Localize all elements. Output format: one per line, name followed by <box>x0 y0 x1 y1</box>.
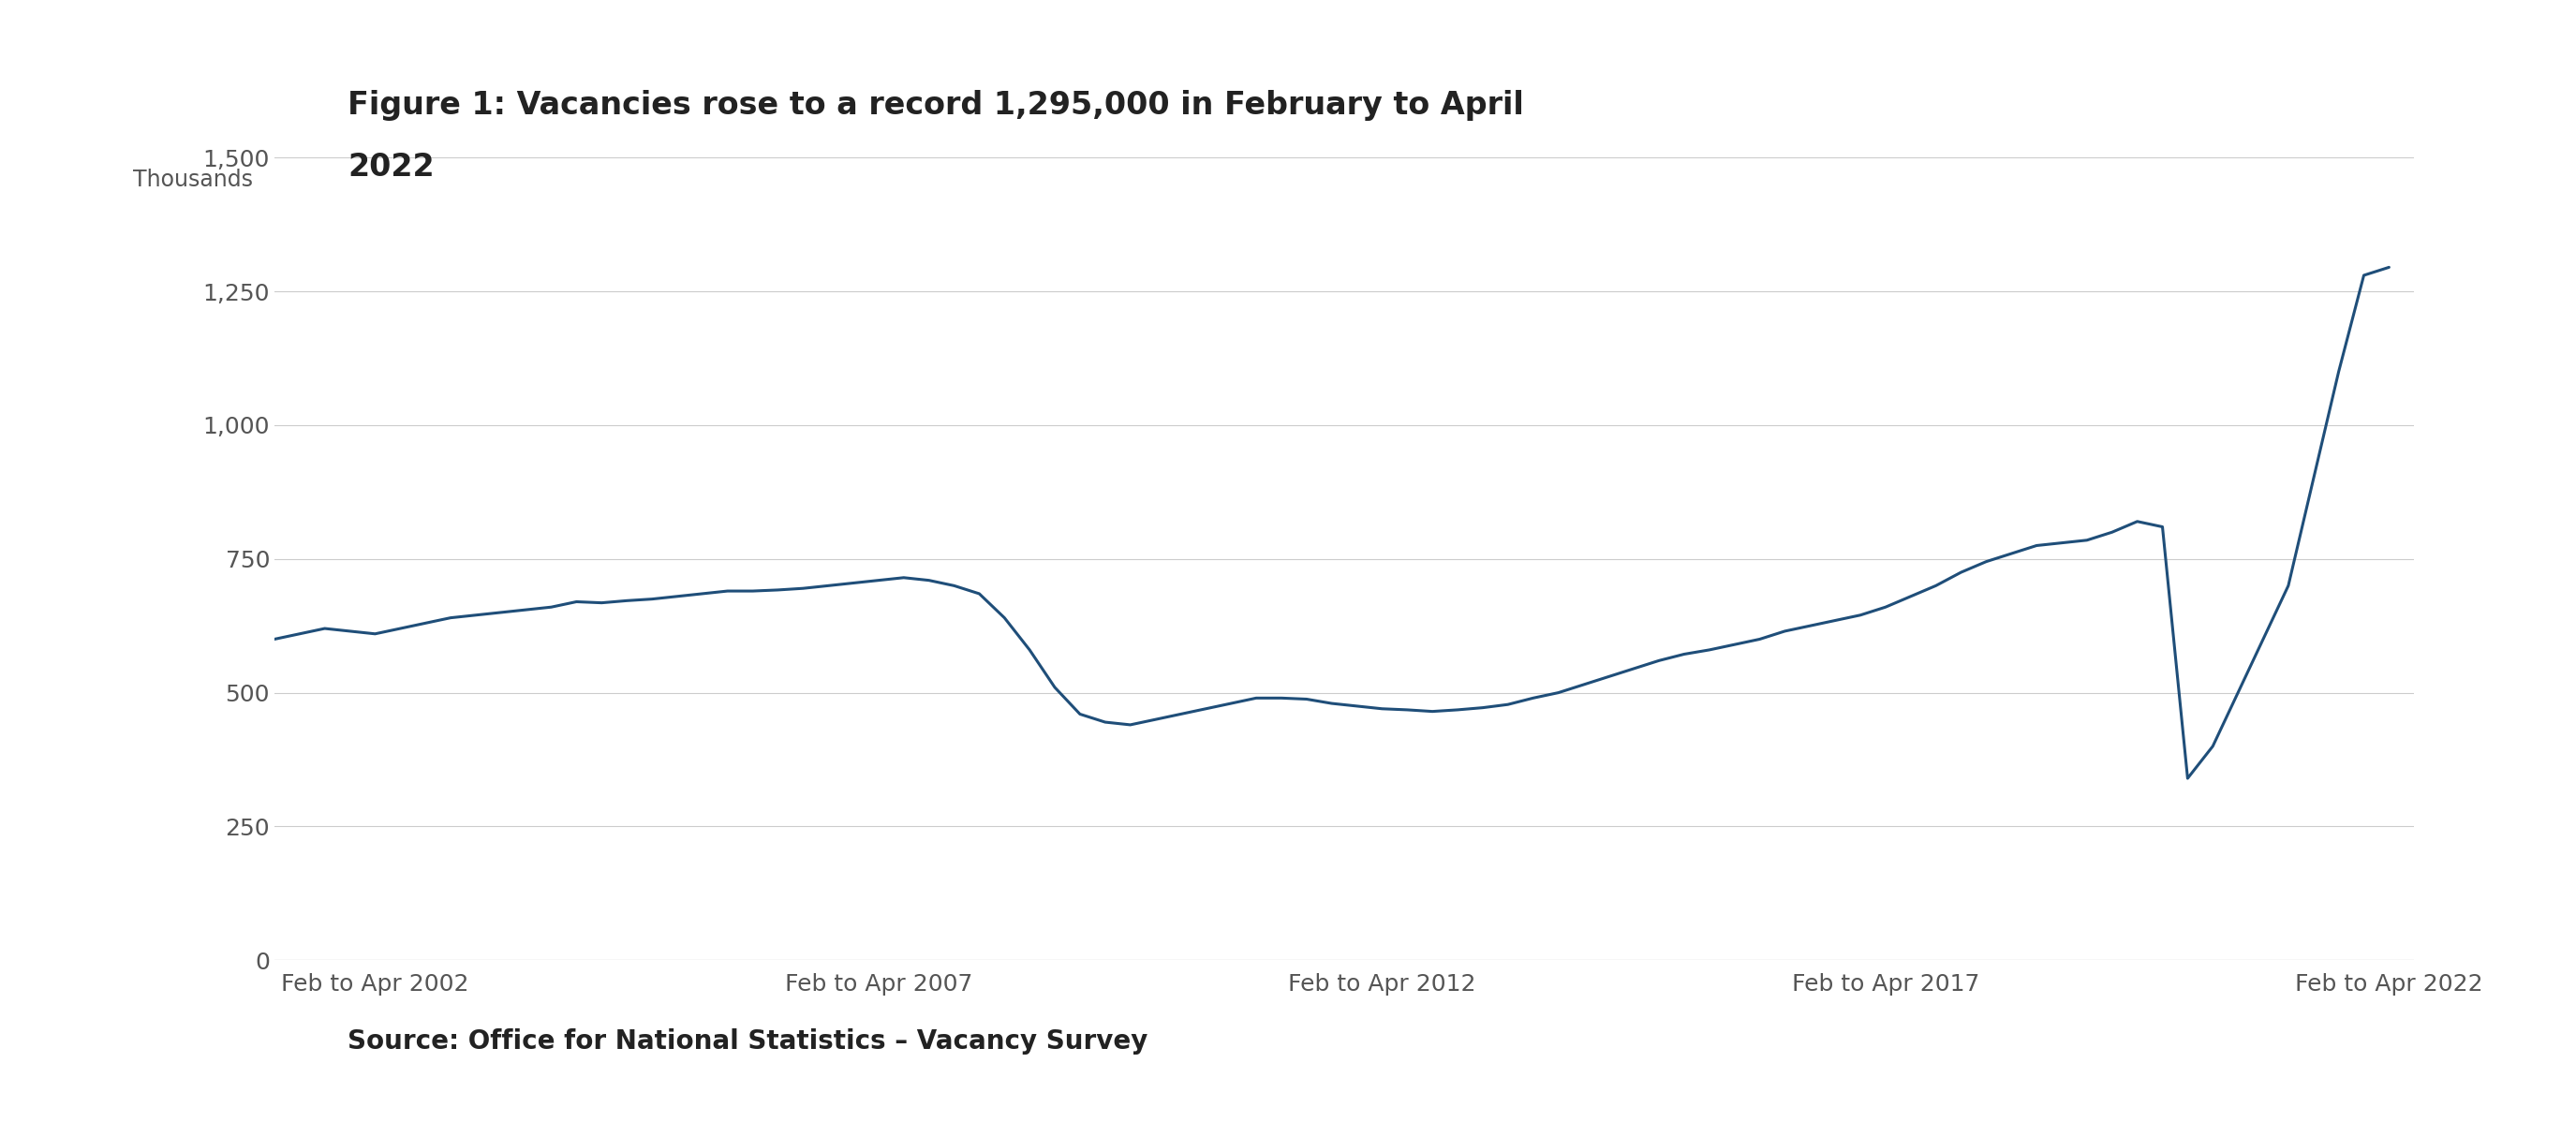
Text: Source: Office for National Statistics – Vacancy Survey: Source: Office for National Statistics –… <box>348 1029 1149 1055</box>
Text: Figure 1: Vacancies rose to a record 1,295,000 in February to April: Figure 1: Vacancies rose to a record 1,2… <box>348 90 1525 121</box>
Text: 2022: 2022 <box>348 151 435 183</box>
Text: Thousands: Thousands <box>134 168 252 191</box>
